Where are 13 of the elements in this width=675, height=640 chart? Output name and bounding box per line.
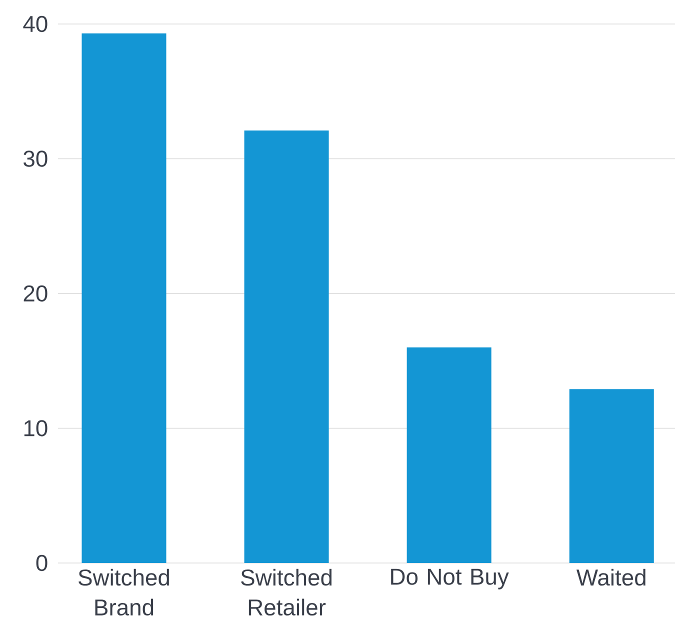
y-tick-label: 20 [24, 285, 48, 302]
y-tick-label: 40 [23, 16, 48, 32]
y-tick-label: 0 [36, 554, 48, 572]
x-tick-label: Waited [576, 568, 646, 586]
bar [244, 130, 329, 563]
y-tick-label: 30 [24, 150, 48, 167]
y-tick-label: 10 [24, 420, 48, 436]
bar [569, 389, 654, 563]
bar [82, 33, 166, 563]
bar [406, 347, 492, 563]
x-tick-label: Switched Brand [78, 568, 169, 616]
x-tick-label: Switched Retailer [241, 568, 332, 616]
x-tick-label: Do Not Buy [391, 568, 509, 590]
